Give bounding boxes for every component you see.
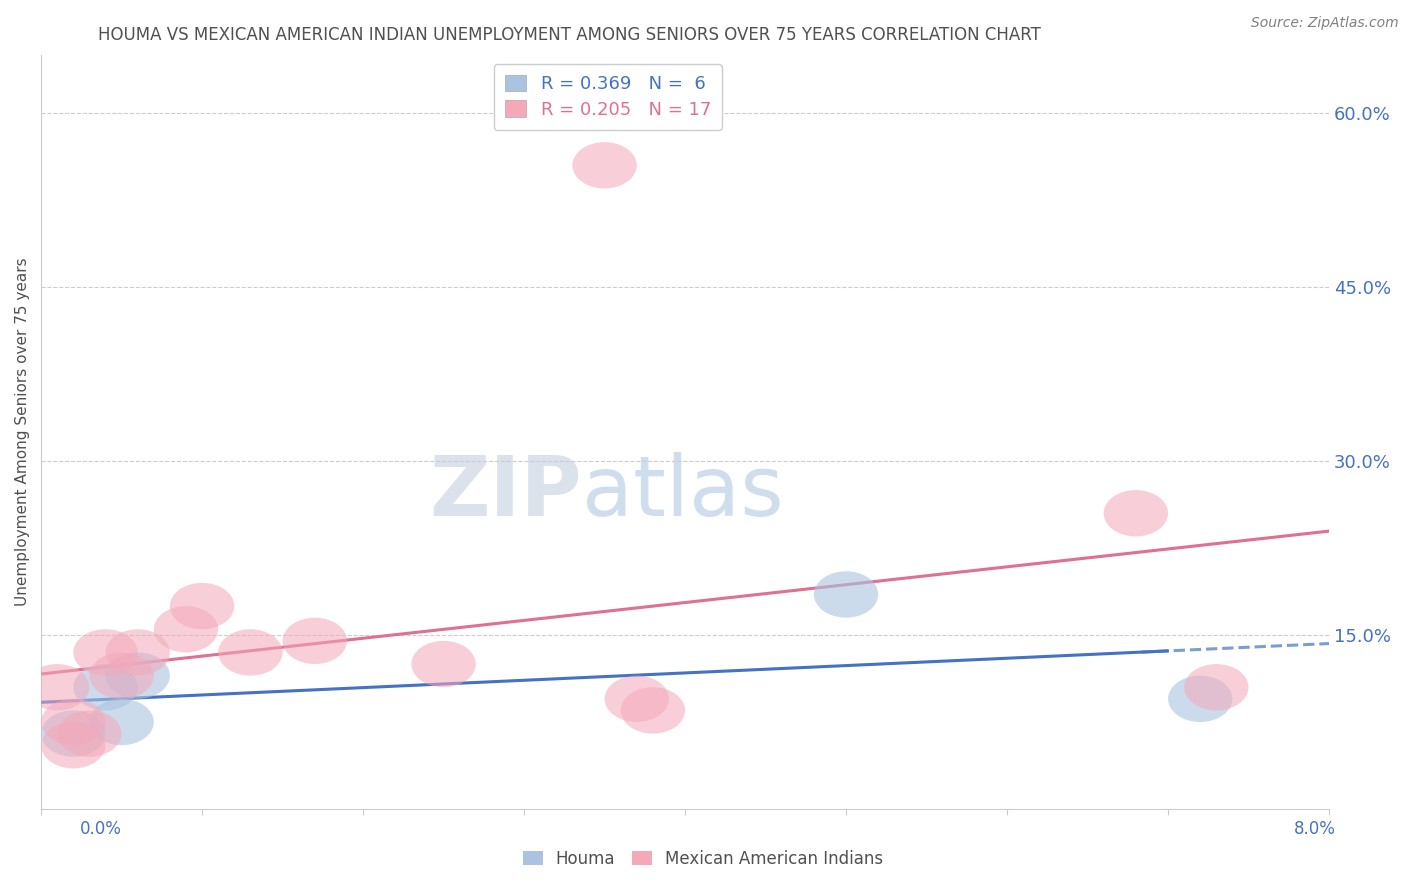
Text: 0.0%: 0.0% — [80, 820, 122, 838]
Ellipse shape — [153, 606, 218, 652]
Ellipse shape — [41, 698, 105, 745]
Ellipse shape — [41, 710, 105, 756]
Ellipse shape — [25, 664, 90, 710]
Ellipse shape — [90, 652, 153, 698]
Ellipse shape — [73, 664, 138, 710]
Ellipse shape — [218, 629, 283, 675]
Text: HOUMA VS MEXICAN AMERICAN INDIAN UNEMPLOYMENT AMONG SENIORS OVER 75 YEARS CORREL: HOUMA VS MEXICAN AMERICAN INDIAN UNEMPLO… — [98, 26, 1042, 44]
Ellipse shape — [105, 629, 170, 675]
Ellipse shape — [814, 571, 879, 617]
Ellipse shape — [572, 142, 637, 188]
Text: 8.0%: 8.0% — [1294, 820, 1336, 838]
Ellipse shape — [90, 698, 153, 745]
Y-axis label: Unemployment Among Seniors over 75 years: Unemployment Among Seniors over 75 years — [15, 258, 30, 607]
Ellipse shape — [1184, 664, 1249, 710]
Legend: Houma, Mexican American Indians: Houma, Mexican American Indians — [516, 844, 890, 875]
Text: ZIP: ZIP — [429, 452, 582, 533]
Ellipse shape — [605, 675, 669, 722]
Ellipse shape — [283, 617, 347, 664]
Ellipse shape — [1168, 675, 1233, 722]
Ellipse shape — [412, 640, 475, 687]
Ellipse shape — [170, 582, 235, 629]
Text: atlas: atlas — [582, 452, 783, 533]
Ellipse shape — [73, 629, 138, 675]
Ellipse shape — [58, 710, 121, 756]
Ellipse shape — [1104, 490, 1168, 536]
Text: Source: ZipAtlas.com: Source: ZipAtlas.com — [1251, 16, 1399, 29]
Ellipse shape — [105, 652, 170, 698]
Legend: R = 0.369   N =  6, R = 0.205   N = 17: R = 0.369 N = 6, R = 0.205 N = 17 — [494, 64, 721, 129]
Ellipse shape — [620, 687, 685, 733]
Ellipse shape — [41, 722, 105, 768]
